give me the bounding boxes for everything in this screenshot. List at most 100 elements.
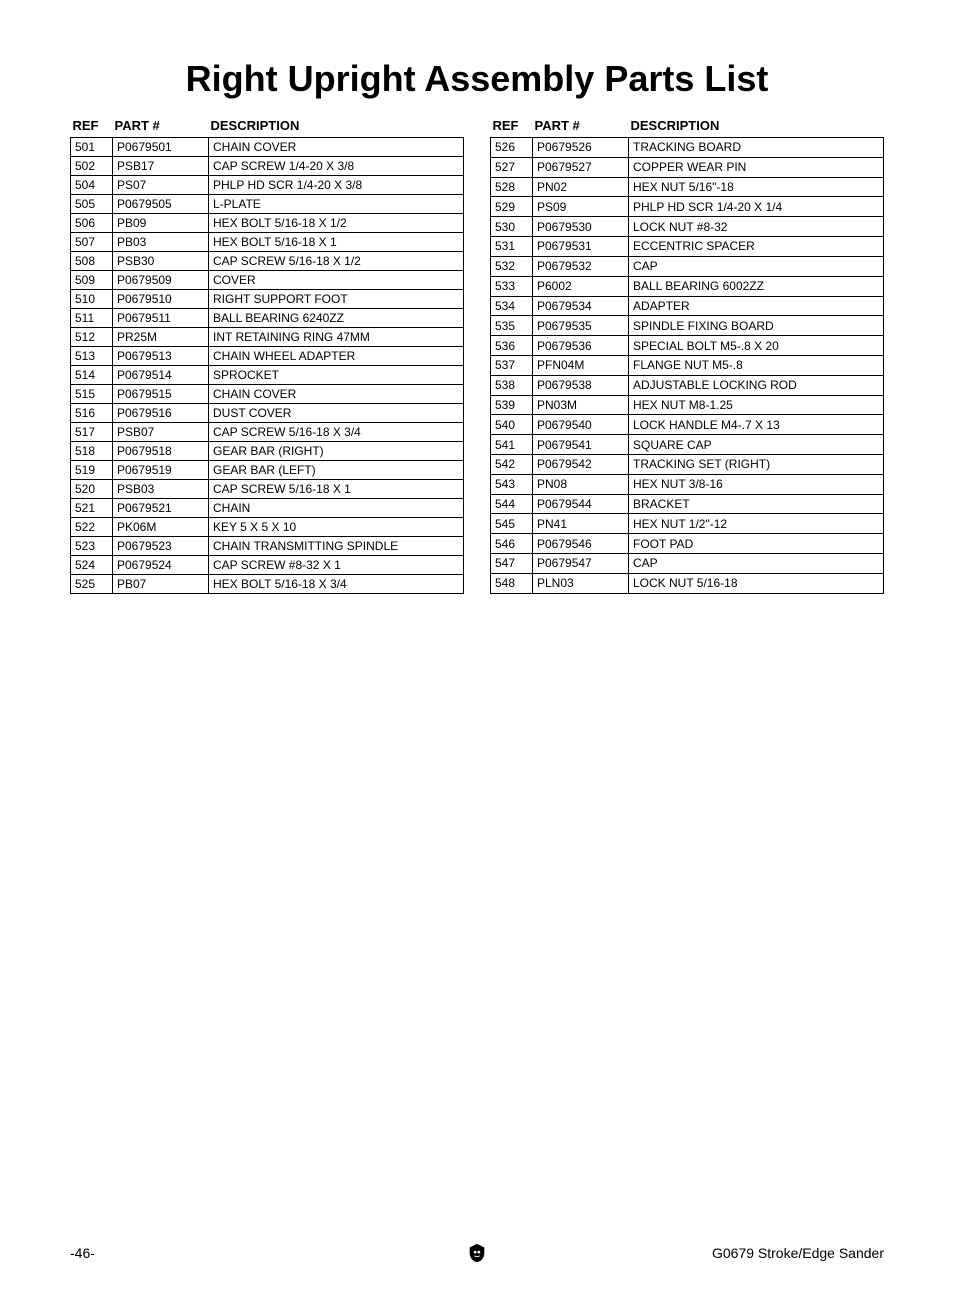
cell-desc: SPROCKET: [209, 366, 464, 385]
cell-ref: 516: [71, 404, 113, 423]
cell-part: P0679523: [113, 537, 209, 556]
table-row: 526P0679526TRACKING BOARD: [491, 138, 884, 158]
cell-ref: 514: [71, 366, 113, 385]
cell-ref: 533: [491, 276, 533, 296]
cell-desc: RIGHT SUPPORT FOOT: [209, 290, 464, 309]
table-row: 543PN08HEX NUT 3/8-16: [491, 474, 884, 494]
cell-part: PS07: [113, 176, 209, 195]
cell-ref: 507: [71, 233, 113, 252]
table-row: 533P6002BALL BEARING 6002ZZ: [491, 276, 884, 296]
cell-ref: 526: [491, 138, 533, 158]
cell-part: P0679505: [113, 195, 209, 214]
cell-part: PN02: [533, 177, 629, 197]
cell-desc: BALL BEARING 6002ZZ: [629, 276, 884, 296]
cell-desc: LOCK HANDLE M4-.7 X 13: [629, 415, 884, 435]
cell-part: P0679511: [113, 309, 209, 328]
cell-desc: BRACKET: [629, 494, 884, 514]
cell-ref: 519: [71, 461, 113, 480]
cell-ref: 510: [71, 290, 113, 309]
cell-desc: CAP SCREW 1/4-20 X 3/8: [209, 157, 464, 176]
cell-ref: 501: [71, 138, 113, 157]
tables-container: REF PART # DESCRIPTION 501P0679501CHAIN …: [0, 116, 954, 594]
cell-ref: 535: [491, 316, 533, 336]
cell-part: P0679542: [533, 455, 629, 475]
cell-ref: 534: [491, 296, 533, 316]
cell-desc: GEAR BAR (LEFT): [209, 461, 464, 480]
cell-part: PN41: [533, 514, 629, 534]
cell-desc: DUST COVER: [209, 404, 464, 423]
table-row: 507PB03HEX BOLT 5/16-18 X 1: [71, 233, 464, 252]
page-number: -46-: [70, 1245, 95, 1261]
cell-part: PN03M: [533, 395, 629, 415]
table-row: 510P0679510RIGHT SUPPORT FOOT: [71, 290, 464, 309]
right-parts-table: REF PART # DESCRIPTION 526P0679526TRACKI…: [490, 116, 884, 594]
cell-part: PN08: [533, 474, 629, 494]
cell-part: P6002: [533, 276, 629, 296]
cell-desc: CHAIN: [209, 499, 464, 518]
cell-desc: PHLP HD SCR 1/4-20 X 1/4: [629, 197, 884, 217]
cell-ref: 515: [71, 385, 113, 404]
cell-ref: 536: [491, 336, 533, 356]
table-row: 522PK06MKEY 5 X 5 X 10: [71, 518, 464, 537]
cell-desc: HEX BOLT 5/16-18 X 1/2: [209, 214, 464, 233]
cell-desc: HEX BOLT 5/16-18 X 1: [209, 233, 464, 252]
cell-desc: HEX NUT M8-1.25: [629, 395, 884, 415]
cell-ref: 513: [71, 347, 113, 366]
table-row: 541P0679541SQUARE CAP: [491, 435, 884, 455]
cell-desc: TRACKING SET (RIGHT): [629, 455, 884, 475]
header-part: PART #: [113, 116, 209, 138]
cell-ref: 538: [491, 375, 533, 395]
table-row: 521P0679521CHAIN: [71, 499, 464, 518]
cell-ref: 506: [71, 214, 113, 233]
cell-ref: 532: [491, 256, 533, 276]
table-row: 515P0679515CHAIN COVER: [71, 385, 464, 404]
cell-desc: KEY 5 X 5 X 10: [209, 518, 464, 537]
cell-ref: 539: [491, 395, 533, 415]
table-row: 532P0679532CAP: [491, 256, 884, 276]
cell-ref: 528: [491, 177, 533, 197]
cell-part: P0679519: [113, 461, 209, 480]
table-row: 547P0679547CAP: [491, 554, 884, 574]
cell-part: P0679526: [533, 138, 629, 158]
cell-ref: 537: [491, 355, 533, 375]
cell-part: PSB17: [113, 157, 209, 176]
cell-desc: FOOT PAD: [629, 534, 884, 554]
cell-ref: 502: [71, 157, 113, 176]
cell-desc: CHAIN COVER: [209, 138, 464, 157]
table-row: 530P0679530LOCK NUT #8-32: [491, 217, 884, 237]
table-row: 504PS07PHLP HD SCR 1/4-20 X 3/8: [71, 176, 464, 195]
cell-desc: LOCK NUT #8-32: [629, 217, 884, 237]
cell-desc: SPECIAL BOLT M5-.8 X 20: [629, 336, 884, 356]
cell-part: PB07: [113, 575, 209, 594]
header-ref: REF: [491, 116, 533, 138]
cell-ref: 524: [71, 556, 113, 575]
cell-part: P0679534: [533, 296, 629, 316]
table-row: 524P0679524CAP SCREW #8-32 X 1: [71, 556, 464, 575]
table-row: 545PN41HEX NUT 1/2"-12: [491, 514, 884, 534]
table-row: 520PSB03CAP SCREW 5/16-18 X 1: [71, 480, 464, 499]
table-row: 506PB09HEX BOLT 5/16-18 X 1/2: [71, 214, 464, 233]
cell-ref: 505: [71, 195, 113, 214]
table-row: 514P0679514SPROCKET: [71, 366, 464, 385]
cell-ref: 548: [491, 573, 533, 593]
cell-part: P0679524: [113, 556, 209, 575]
table-row: 525PB07HEX BOLT 5/16-18 X 3/4: [71, 575, 464, 594]
cell-desc: COVER: [209, 271, 464, 290]
cell-desc: SQUARE CAP: [629, 435, 884, 455]
cell-part: P0679515: [113, 385, 209, 404]
table-row: 546P0679546FOOT PAD: [491, 534, 884, 554]
cell-desc: TRACKING BOARD: [629, 138, 884, 158]
cell-part: P0679501: [113, 138, 209, 157]
header-desc: DESCRIPTION: [629, 116, 884, 138]
table-header-row: REF PART # DESCRIPTION: [71, 116, 464, 138]
cell-part: PK06M: [113, 518, 209, 537]
cell-desc: CAP: [629, 256, 884, 276]
cell-desc: GEAR BAR (RIGHT): [209, 442, 464, 461]
table-row: 516P0679516DUST COVER: [71, 404, 464, 423]
cell-desc: COPPER WEAR PIN: [629, 157, 884, 177]
cell-part: PSB03: [113, 480, 209, 499]
cell-desc: HEX NUT 5/16"-18: [629, 177, 884, 197]
cell-desc: ADJUSTABLE LOCKING ROD: [629, 375, 884, 395]
cell-part: PB09: [113, 214, 209, 233]
table-row: 544P0679544BRACKET: [491, 494, 884, 514]
